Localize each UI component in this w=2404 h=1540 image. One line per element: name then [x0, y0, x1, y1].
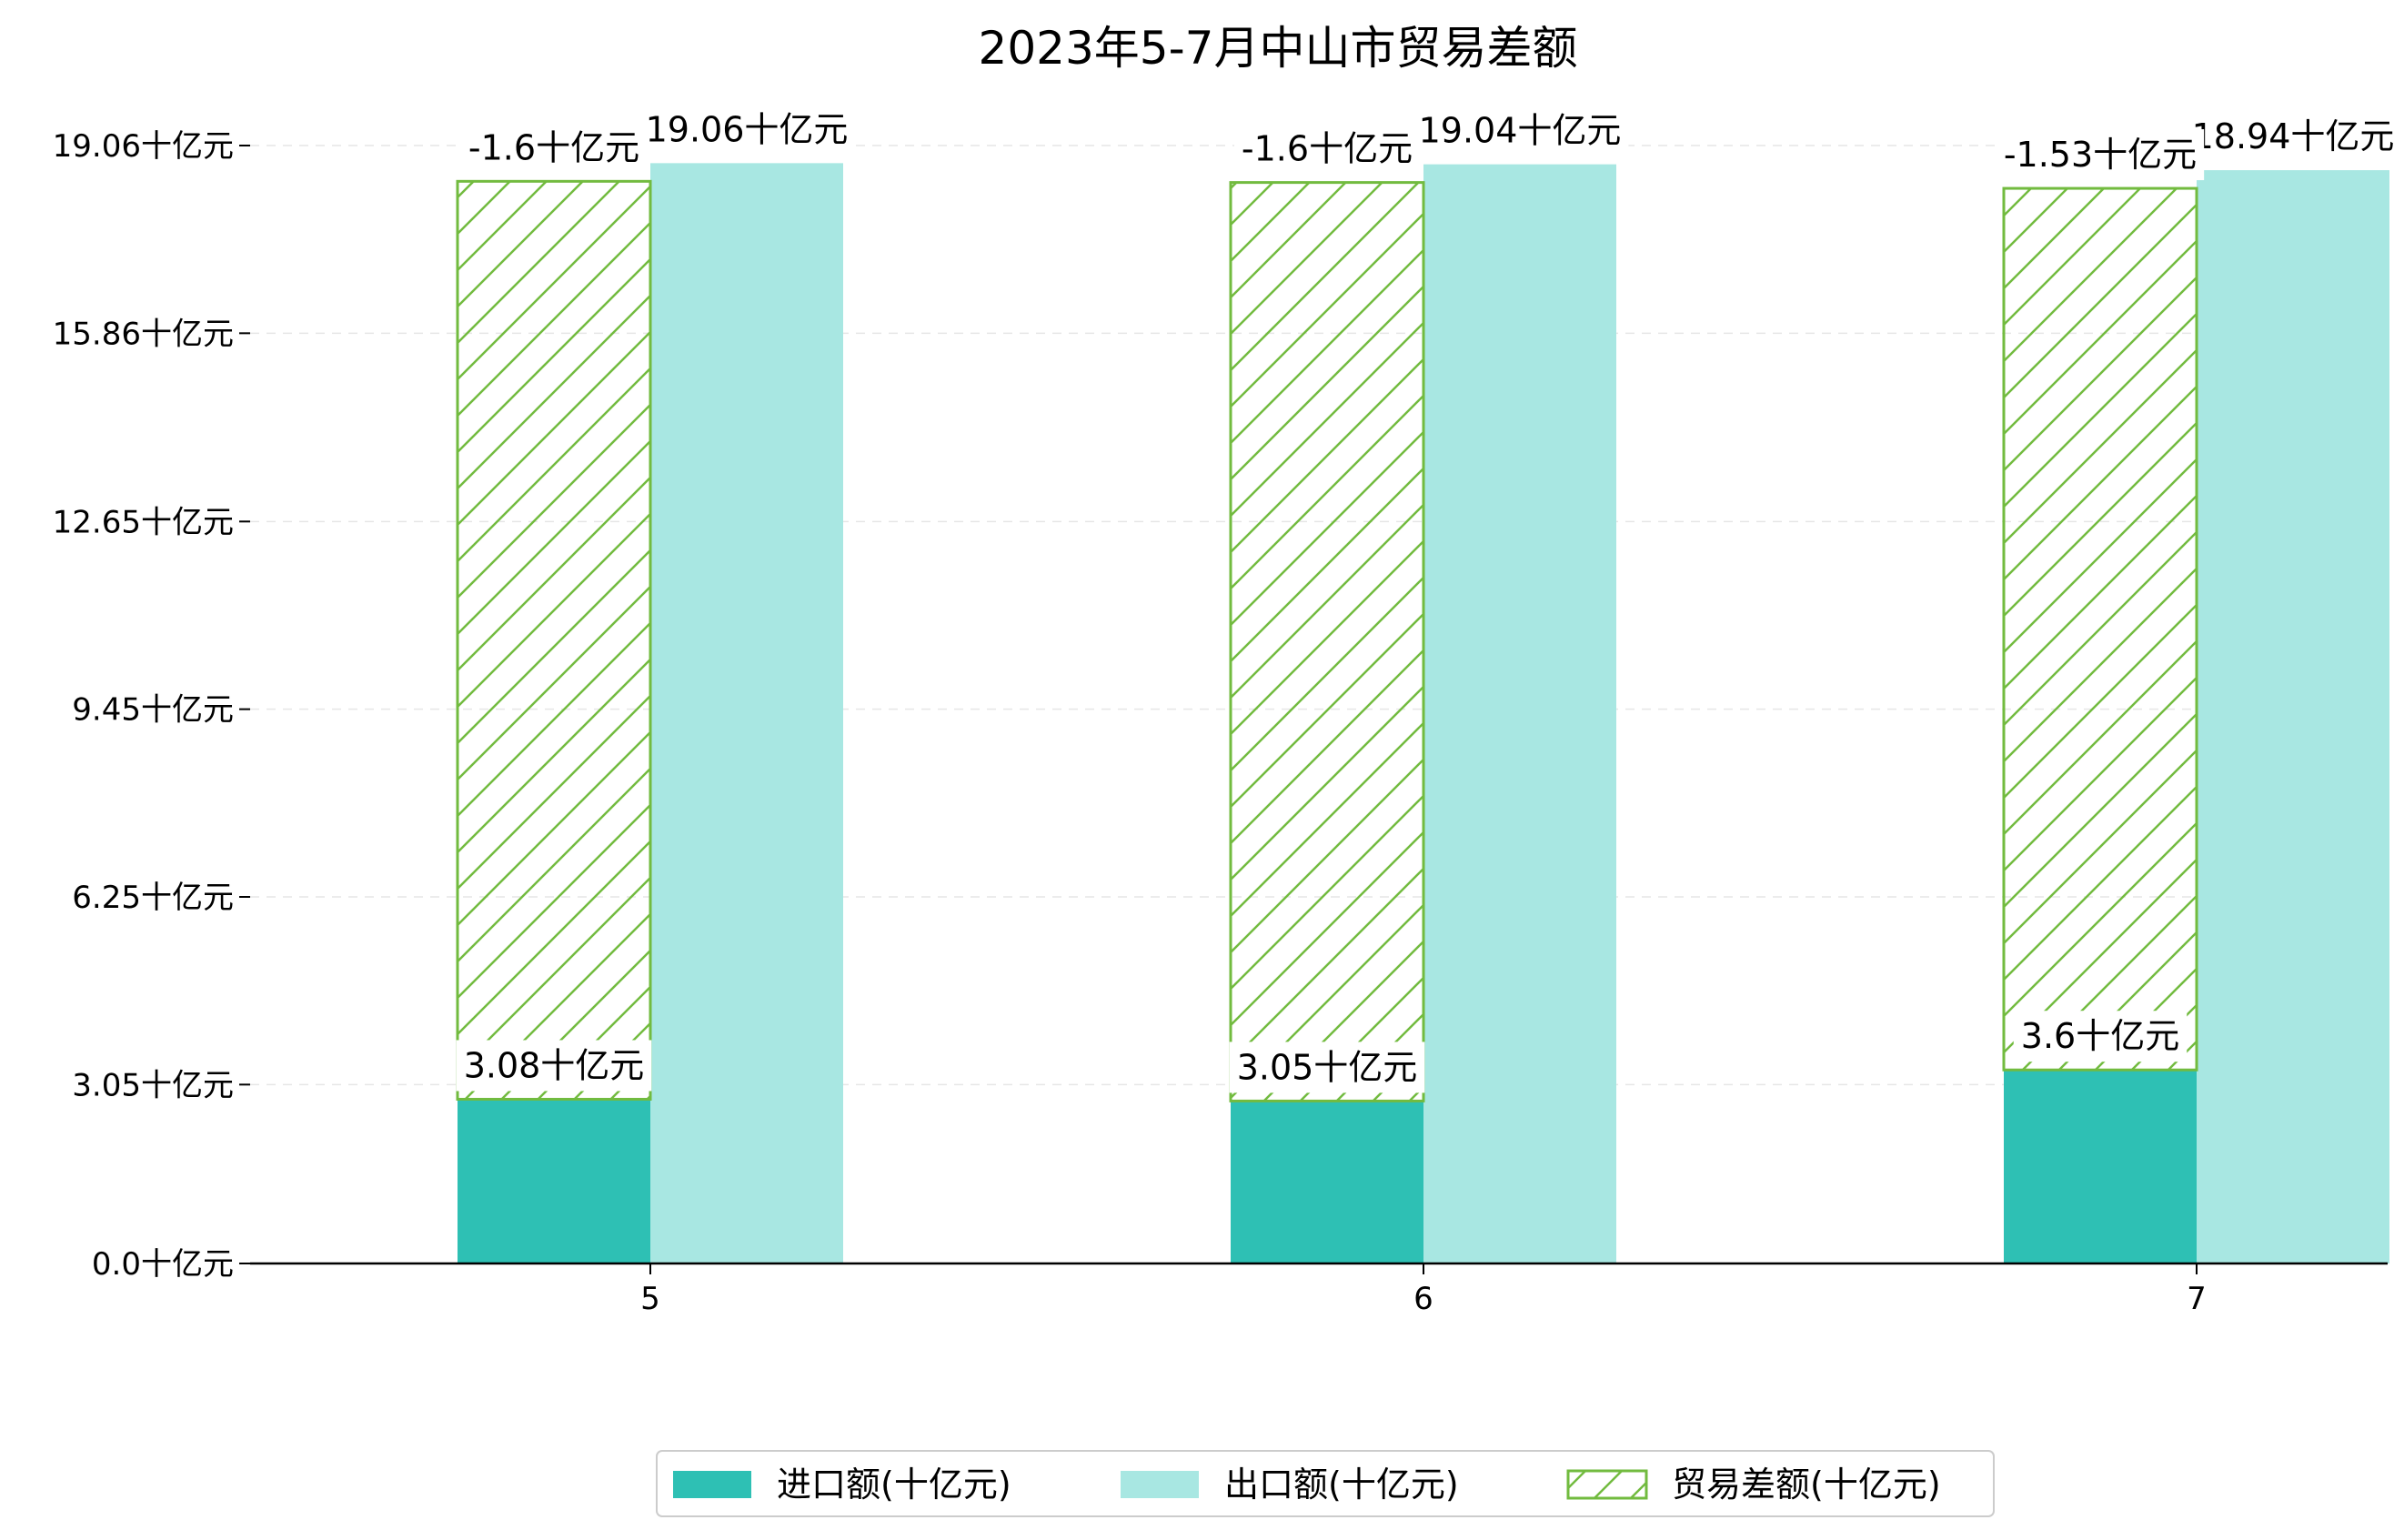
axes: 0.0十亿元 3.05十亿元 6.25十亿元 9.45十亿元 12.65十亿元 15.86… — [53, 128, 2388, 1317]
x-tick-label: 5 — [640, 1281, 660, 1317]
bars — [456, 163, 2389, 1264]
legend-swatch — [1121, 1471, 1199, 1498]
chart-title: 2023年5-7月中山市贸易差额 — [979, 22, 1578, 75]
import-bar — [1231, 1101, 1423, 1263]
export-bar — [650, 163, 843, 1263]
export-bar — [2197, 170, 2389, 1264]
export-value-label: 19.06十亿元 — [646, 109, 849, 149]
y-tick-label: 12.65十亿元 — [53, 504, 234, 540]
legend-swatch — [1566, 1469, 1648, 1500]
legend-label: 出口额(十亿元) — [1224, 1465, 1459, 1505]
data-labels: 19.06十亿元-1.6十亿元3.08十亿元19.04十亿元-1.6十亿元3.0… — [456, 104, 2402, 1093]
export-value-label: 18.94十亿元 — [2192, 116, 2395, 156]
legend-swatch — [673, 1471, 751, 1498]
legend: 进口额(十亿元) 出口额(十亿元) 贸易差额(十亿元) — [656, 1450, 1995, 1517]
balance-value-label-bg — [460, 122, 648, 174]
legend-label: 进口额(十亿元) — [777, 1465, 1011, 1505]
export-value-label-bg — [1411, 105, 1629, 156]
import-bar — [2004, 1070, 2197, 1263]
import-value-label-bg — [456, 1040, 652, 1092]
y-tick-label: 9.45十亿元 — [72, 692, 234, 729]
balance-value-label-bg — [1233, 123, 1421, 175]
balance-bar — [1229, 181, 1425, 1102]
y-tick-label: 6.25十亿元 — [72, 880, 234, 916]
legend-box — [656, 1450, 1995, 1517]
import-value-label-bg — [1229, 1042, 1425, 1093]
balance-bar — [2002, 186, 2198, 1072]
balance-value-label: -1.53十亿元 — [2004, 135, 2197, 175]
export-value-label-bg — [638, 104, 856, 156]
import-value-label: 3.05十亿元 — [1237, 1047, 1418, 1087]
balance-value-label: -1.6十亿元 — [468, 127, 639, 167]
import-value-label-bg — [2013, 1011, 2188, 1062]
y-tick-label: 19.06十亿元 — [53, 128, 234, 165]
export-value-label-bg — [2184, 111, 2402, 163]
import-value-label: 3.6十亿元 — [2021, 1016, 2179, 1056]
x-tick-label: 6 — [1413, 1281, 1433, 1317]
import-value-label: 3.08十亿元 — [464, 1045, 645, 1085]
balance-value-label: -1.6十亿元 — [1242, 129, 1413, 169]
y-tick-label: 0.0十亿元 — [92, 1246, 234, 1283]
y-tick-label: 3.05十亿元 — [72, 1067, 234, 1103]
x-tick-label: 7 — [2187, 1281, 2207, 1317]
import-bar — [458, 1099, 650, 1263]
balance-value-label-bg — [1996, 129, 2205, 181]
export-bar — [1423, 164, 1616, 1263]
legend-label: 贸易差额(十亿元) — [1672, 1465, 1941, 1505]
y-tick-label: 15.86十亿元 — [53, 316, 234, 352]
export-value-label: 19.04十亿元 — [1419, 111, 1622, 151]
balance-bar — [456, 179, 652, 1101]
